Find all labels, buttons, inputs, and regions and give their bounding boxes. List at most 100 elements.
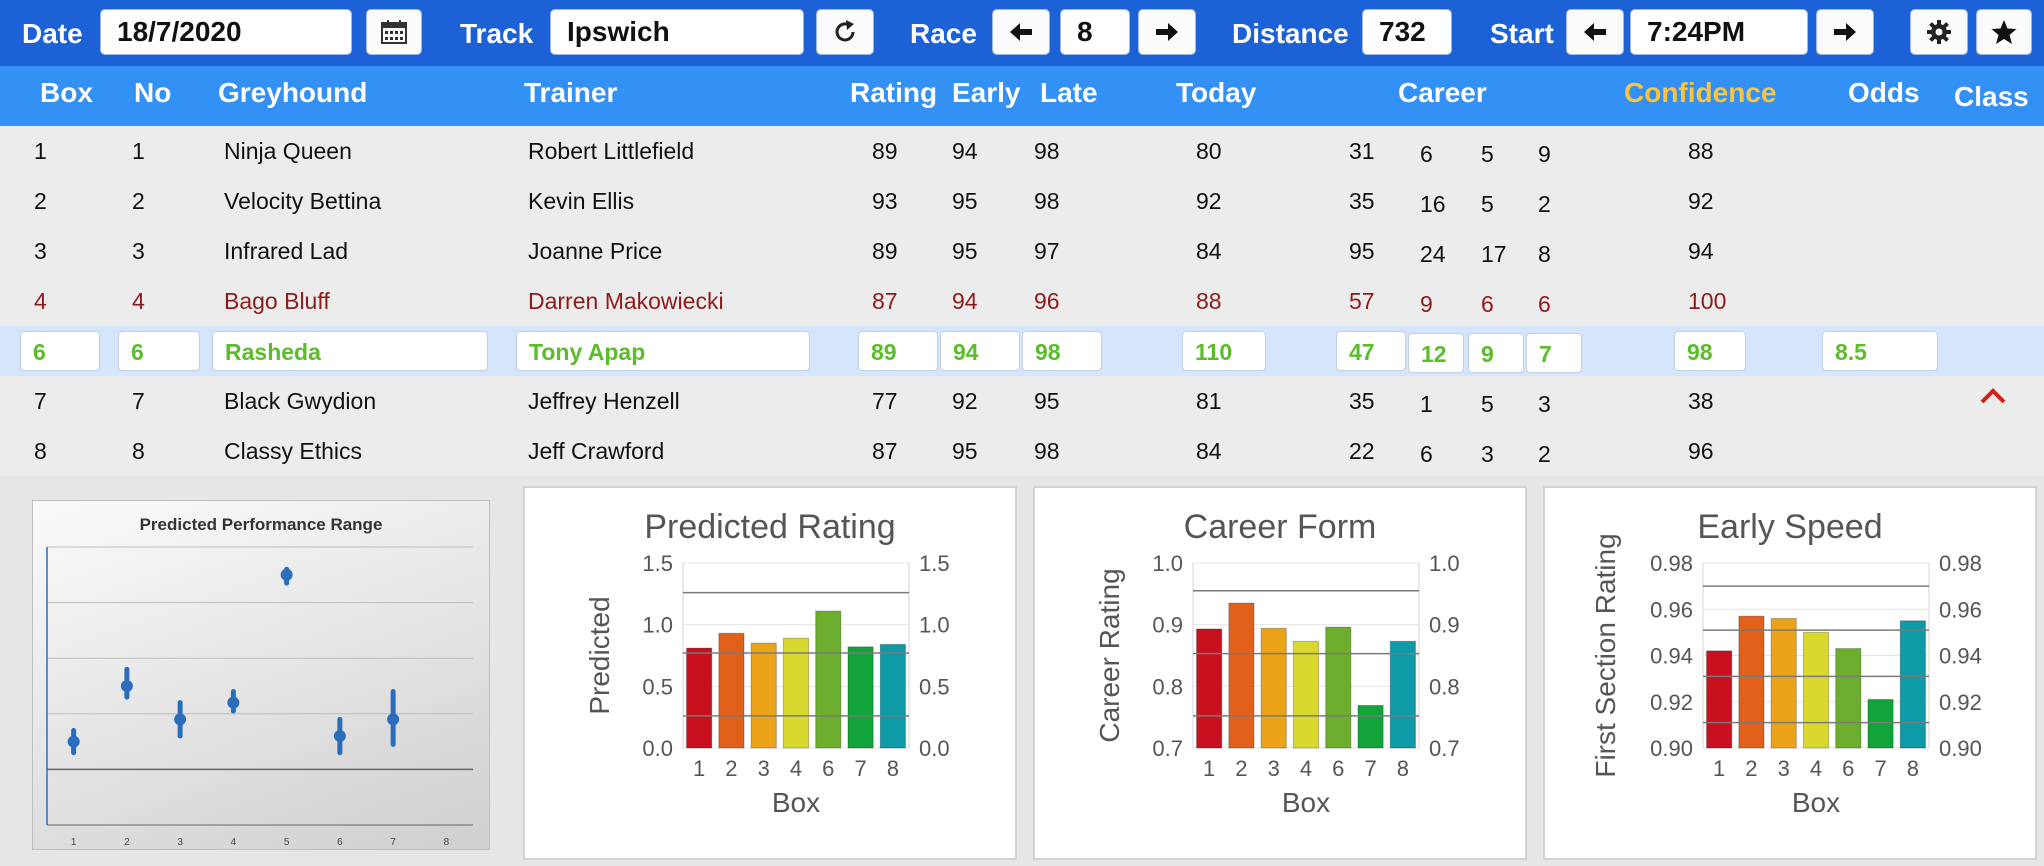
date-input[interactable]: 18/7/2020 bbox=[100, 9, 352, 55]
bar bbox=[750, 642, 777, 749]
cell-career-3: 5 bbox=[1481, 391, 1494, 417]
cell-no: 2 bbox=[132, 188, 145, 214]
range-point bbox=[120, 680, 133, 692]
y-tick-label: 0.92 bbox=[1650, 690, 1693, 715]
cell-early: 94 bbox=[952, 288, 978, 314]
calendar-button[interactable] bbox=[366, 9, 422, 55]
table-row[interactable]: 3 3 Infrared Lad Joanne Price 89 95 97 8… bbox=[0, 226, 2044, 276]
cell-today: 84 bbox=[1196, 438, 1222, 464]
header-today[interactable]: Today bbox=[1176, 77, 1257, 108]
refresh-button[interactable] bbox=[816, 9, 874, 55]
header-career[interactable]: Career bbox=[1398, 77, 1487, 108]
start-time-input[interactable]: 7:24PM bbox=[1630, 9, 1808, 55]
y-tick-label: 0.0 bbox=[642, 736, 673, 761]
x-axis-label: Box bbox=[772, 787, 820, 818]
y-tick-label: 1.5 bbox=[642, 551, 673, 576]
refresh-icon bbox=[835, 20, 855, 42]
y2-tick-label: 0.0 bbox=[919, 736, 950, 761]
cell-career-2-input[interactable]: 12 bbox=[1408, 333, 1464, 373]
career-form-panel: Career Form 0.7 0.7 0.8 0.8 0.9 0.9 1.0 1.0 1 2 3 4 6… bbox=[1033, 486, 1527, 860]
distance-input[interactable]: 732 bbox=[1362, 9, 1452, 55]
x-tick-label: 1 bbox=[1203, 756, 1215, 781]
x-tick-label: 4 bbox=[1810, 756, 1822, 781]
arrow-right-icon bbox=[1834, 23, 1856, 41]
x-tick-label: 2 bbox=[124, 837, 130, 848]
cell-box: 3 bbox=[34, 238, 47, 264]
cell-early: 94 bbox=[952, 138, 978, 164]
settings-button[interactable] bbox=[1910, 9, 1968, 55]
table-row[interactable]: 1 1 Ninja Queen Robert Littlefield 89 94… bbox=[0, 126, 2044, 176]
y-tick-label: 0.98 bbox=[1650, 551, 1693, 576]
header-confidence[interactable]: Confidence bbox=[1624, 77, 1777, 108]
header-early[interactable]: Early bbox=[952, 77, 1021, 108]
header-odds[interactable]: Odds bbox=[1848, 77, 1920, 108]
table-row[interactable]: 4 4 Bago Bluff Darren Makowiecki 87 94 9… bbox=[0, 276, 2044, 326]
x-tick-label: 2 bbox=[1235, 756, 1247, 781]
header-late[interactable]: Late bbox=[1040, 77, 1098, 108]
cell-confidence: 38 bbox=[1688, 388, 1714, 414]
bar bbox=[1770, 618, 1797, 749]
x-axis-label: Box bbox=[1792, 787, 1840, 818]
cell-no: 8 bbox=[132, 438, 145, 464]
cell-today: 84 bbox=[1196, 238, 1222, 264]
start-label: Start bbox=[1490, 18, 1554, 49]
cell-today: 92 bbox=[1196, 188, 1222, 214]
start-next-button[interactable] bbox=[1816, 9, 1874, 55]
race-next-button[interactable] bbox=[1138, 9, 1196, 55]
x-tick-label: 6 bbox=[1842, 756, 1854, 781]
predicted-rating-chart: Predicted Rating 0.0 0.0 0.5 0.5 1.0 1.0 1.5 1.5… bbox=[584, 508, 950, 818]
race-number-input[interactable]: 8 bbox=[1060, 9, 1130, 55]
cell-trainer: Darren Makowiecki bbox=[528, 288, 724, 314]
cell-confidence-input[interactable]: 98 bbox=[1674, 331, 1746, 371]
x-tick-label: 4 bbox=[1300, 756, 1312, 781]
cell-career-3: 17 bbox=[1481, 241, 1507, 267]
cell-late-input[interactable]: 98 bbox=[1022, 331, 1102, 371]
table-row[interactable]: 2 2 Velocity Bettina Kevin Ellis 93 95 9… bbox=[0, 176, 2044, 226]
y-tick-label: 0.5 bbox=[642, 674, 673, 699]
cell-career-3: 6 bbox=[1481, 291, 1494, 317]
cell-box-input[interactable]: 6 bbox=[20, 331, 100, 371]
x-tick-label: 6 bbox=[822, 756, 834, 781]
cell-career-2: 6 bbox=[1420, 441, 1433, 467]
cell-career-3-input[interactable]: 9 bbox=[1468, 333, 1524, 373]
cell-career-1-input[interactable]: 47 bbox=[1336, 331, 1406, 371]
cell-early: 95 bbox=[952, 188, 978, 214]
header-trainer[interactable]: Trainer bbox=[524, 77, 618, 108]
cell-early: 95 bbox=[952, 438, 978, 464]
y2-tick-label: 0.9 bbox=[1429, 613, 1460, 638]
range-point bbox=[174, 713, 187, 726]
header-class[interactable]: Class bbox=[1954, 81, 2029, 112]
cell-career-2: 24 bbox=[1420, 241, 1446, 267]
cell-greyhound-input[interactable]: Rasheda bbox=[212, 331, 488, 371]
favorite-button[interactable] bbox=[1976, 9, 2032, 55]
cell-odds-input[interactable]: 8.5 bbox=[1822, 331, 1938, 371]
cell-no: 3 bbox=[132, 238, 145, 264]
race-prev-button[interactable] bbox=[992, 9, 1050, 55]
header-greyhound[interactable]: Greyhound bbox=[218, 77, 368, 108]
cell-no-input[interactable]: 6 bbox=[118, 331, 200, 371]
x-tick-label: 2 bbox=[725, 756, 737, 781]
track-input[interactable]: Ipswich bbox=[550, 9, 804, 55]
table-row-selected[interactable]: 6 6 Rasheda Tony Apap 89 94 98 110 47 12… bbox=[0, 326, 2044, 376]
cell-greyhound: Black Gwydion bbox=[224, 388, 377, 414]
header-no[interactable]: No bbox=[134, 77, 172, 108]
cell-early-input[interactable]: 94 bbox=[940, 331, 1020, 371]
table-row[interactable]: 8 8 Classy Ethics Jeff Crawford 87 95 98… bbox=[0, 426, 2044, 476]
x-tick-label: 7 bbox=[854, 756, 866, 781]
collapse-caret-icon[interactable] bbox=[1978, 386, 2008, 406]
cell-early: 92 bbox=[952, 388, 978, 414]
table-row[interactable]: 7 7 Black Gwydion Jeffrey Henzell 77 92 … bbox=[0, 376, 2044, 426]
cell-trainer-input[interactable]: Tony Apap bbox=[516, 331, 810, 371]
cell-today-input[interactable]: 110 bbox=[1182, 331, 1266, 371]
cell-career-4-input[interactable]: 7 bbox=[1526, 333, 1582, 373]
header-box[interactable]: Box bbox=[40, 77, 93, 108]
bar bbox=[1325, 626, 1352, 749]
cell-career-1: 35 bbox=[1349, 388, 1375, 414]
cell-rating-input[interactable]: 89 bbox=[858, 331, 938, 371]
bar bbox=[1357, 704, 1384, 749]
start-prev-button[interactable] bbox=[1566, 9, 1624, 55]
header-rating[interactable]: Rating bbox=[850, 77, 938, 108]
y2-tick-label: 0.7 bbox=[1429, 736, 1460, 761]
x-tick-label: 4 bbox=[790, 756, 802, 781]
bar bbox=[1835, 648, 1862, 749]
